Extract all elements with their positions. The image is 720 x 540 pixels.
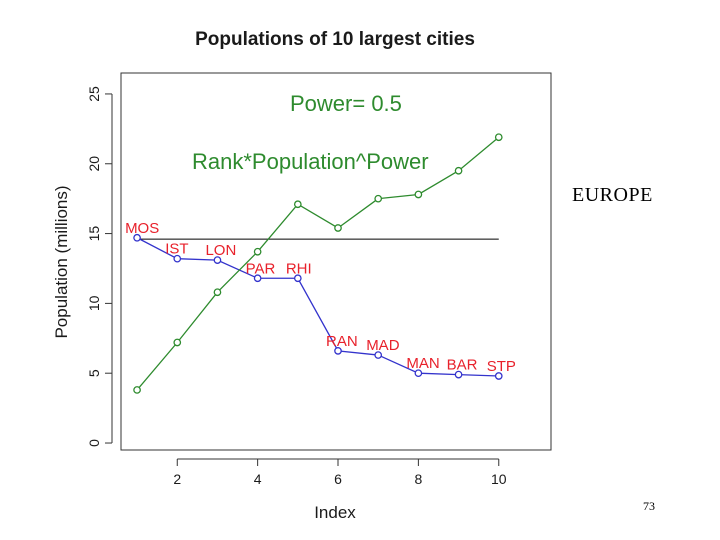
data-point — [414, 190, 423, 199]
data-point — [213, 288, 222, 297]
x-tick-label: 4 — [254, 471, 262, 487]
page-number: 73 — [643, 499, 655, 513]
data-point — [253, 274, 262, 283]
data-point — [454, 166, 463, 175]
data-point — [173, 254, 182, 263]
data-point — [334, 347, 342, 355]
series-line-1 — [136, 136, 500, 391]
data-point — [133, 233, 141, 242]
region-label: EUROPE — [572, 184, 653, 206]
series-line-0 — [136, 237, 499, 377]
x-axis: 2 4 6 8 10 — [173, 458, 507, 487]
city-label: RHI — [286, 260, 312, 277]
plot-frame — [120, 72, 552, 451]
data-point — [253, 247, 262, 256]
data-point — [213, 256, 222, 264]
data-point — [334, 224, 342, 232]
x-axis-title: Index — [314, 503, 356, 522]
y-tick-label: 0 — [86, 439, 102, 447]
series-layer — [133, 133, 503, 394]
y-tick-label: 25 — [86, 86, 102, 102]
city-label: PAR — [246, 260, 276, 277]
y-tick-label: 5 — [86, 369, 102, 377]
y-tick-label: 10 — [86, 295, 102, 311]
x-tick-label: 6 — [334, 471, 342, 487]
data-point — [374, 351, 383, 359]
data-point — [293, 200, 302, 209]
x-tick-label: 2 — [173, 471, 181, 487]
y-tick-label: 15 — [86, 226, 102, 242]
data-point — [374, 194, 383, 203]
y-tick-label: 20 — [86, 156, 102, 172]
formula-annotation: Rank*Population^Power — [192, 149, 429, 174]
city-label: RAN — [326, 333, 358, 350]
city-label: MAN — [406, 355, 439, 372]
city-label: IST — [165, 241, 188, 258]
x-tick-label: 8 — [414, 471, 422, 487]
city-label: MAD — [366, 337, 400, 354]
x-tick-label: 10 — [491, 471, 507, 487]
city-label: BAR — [447, 357, 478, 374]
data-point — [414, 369, 423, 378]
data-point — [494, 133, 503, 142]
city-label: MOS — [125, 220, 159, 237]
data-point — [494, 372, 503, 380]
y-axis: 0 5 10 15 20 25 — [86, 86, 113, 447]
data-point — [173, 338, 182, 347]
data-point — [454, 370, 463, 379]
city-labels: MOS IST LON PAR RHI RAN MAD MAN BAR STP — [125, 220, 516, 375]
y-axis-title: Population (millions) — [52, 185, 71, 338]
data-point — [293, 274, 302, 283]
data-point — [133, 386, 141, 394]
power-annotation: Power= 0.5 — [290, 91, 402, 116]
city-label: LON — [205, 242, 236, 259]
city-label: STP — [487, 358, 516, 375]
chart-title: Populations of 10 largest cities — [195, 29, 475, 50]
